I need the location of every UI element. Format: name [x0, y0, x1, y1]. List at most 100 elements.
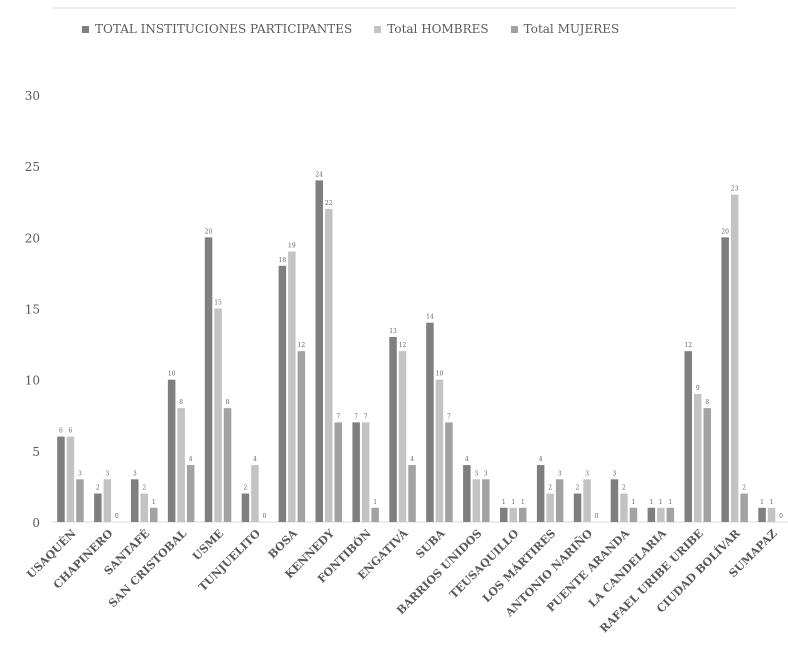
- bar: [251, 465, 259, 522]
- y-tick-label: 10: [25, 374, 40, 388]
- data-label: 10: [436, 371, 444, 378]
- bar: [371, 507, 379, 522]
- data-label: 22: [325, 200, 333, 207]
- bar: [500, 507, 508, 522]
- bar: [223, 408, 232, 522]
- bar: [703, 408, 711, 522]
- data-label: 1: [770, 499, 774, 506]
- data-label: 3: [613, 470, 617, 477]
- bar: [694, 393, 702, 522]
- data-label: 12: [298, 342, 306, 349]
- bar: [666, 507, 675, 522]
- data-label: 15: [214, 300, 222, 307]
- bar: [325, 208, 333, 522]
- data-label: 8: [226, 399, 230, 406]
- data-label: 0: [263, 513, 267, 520]
- legend-label-total-hombres: Total HOMBRES: [387, 22, 489, 36]
- data-label: 1: [373, 499, 377, 506]
- data-label: 1: [152, 499, 156, 506]
- data-label: 0: [779, 513, 783, 520]
- data-label: 2: [622, 485, 626, 492]
- data-label: 6: [59, 428, 63, 435]
- data-label: 3: [558, 470, 562, 477]
- bar: [408, 465, 416, 522]
- x-tick-label: TEUSAQUILLO: [447, 527, 522, 602]
- y-tick-label: 30: [25, 89, 40, 103]
- bar: [536, 465, 545, 522]
- data-label: 7: [336, 413, 340, 420]
- bar: [573, 493, 582, 522]
- data-label: 10: [168, 371, 176, 378]
- data-label: 4: [410, 456, 414, 463]
- legend-item-total-hombres: Total HOMBRES: [374, 22, 489, 36]
- data-label: 3: [133, 470, 137, 477]
- bar: [57, 436, 65, 522]
- bar: [610, 479, 619, 522]
- data-label: 1: [511, 499, 515, 506]
- data-label: 2: [548, 485, 552, 492]
- bar: [241, 493, 250, 522]
- bar: [482, 479, 490, 522]
- data-label: 2: [142, 485, 146, 492]
- bar: [463, 465, 471, 522]
- y-tick-label: 15: [25, 303, 40, 317]
- bar: [684, 351, 692, 522]
- data-label: 1: [502, 499, 506, 506]
- bar: [657, 507, 665, 522]
- data-label: 18: [279, 257, 287, 264]
- data-label: 2: [576, 485, 580, 492]
- data-label: 8: [705, 399, 709, 406]
- data-label: 3: [105, 470, 109, 477]
- legend-item-total-mujeres: Total MUJERES: [510, 22, 619, 36]
- data-label: 7: [354, 413, 358, 420]
- bar: [150, 507, 158, 522]
- x-tick-label: SUBA: [413, 527, 448, 562]
- data-label: 2: [244, 485, 248, 492]
- data-label: 7: [364, 413, 368, 420]
- data-label: 1: [521, 499, 525, 506]
- bar: [361, 422, 370, 522]
- data-label: 0: [595, 513, 599, 520]
- data-label: 1: [632, 499, 636, 506]
- x-tick-label: BOSA: [266, 527, 301, 562]
- data-label: 12: [399, 342, 407, 349]
- legend-label-total-instituciones: TOTAL INSTITUCIONES PARTICIPANTES: [95, 22, 353, 36]
- bar: [629, 507, 638, 522]
- bar: [297, 351, 306, 522]
- bar: [740, 493, 748, 522]
- bar: [103, 479, 112, 522]
- x-tick-label: USME: [190, 527, 226, 563]
- bar: [583, 479, 591, 522]
- bar: [472, 479, 481, 522]
- bar: [278, 265, 287, 522]
- legend-swatch-total-hombres: [374, 25, 382, 33]
- bar: [186, 465, 195, 522]
- bar: [519, 507, 527, 522]
- legend-swatch-total-instituciones: [82, 25, 89, 33]
- data-label: 7: [447, 413, 451, 420]
- data-label: 3: [474, 470, 478, 477]
- data-label: 19: [288, 243, 296, 250]
- bar: [509, 507, 517, 522]
- bar: [647, 507, 656, 522]
- bar: [204, 237, 213, 523]
- bar: [140, 493, 148, 522]
- y-tick-label: 25: [25, 160, 40, 174]
- data-label: 20: [205, 228, 213, 235]
- bar: [620, 493, 628, 522]
- data-label: 14: [426, 314, 434, 321]
- bar: [177, 408, 185, 522]
- bar: [315, 180, 323, 522]
- data-label: 4: [189, 456, 193, 463]
- data-label: 4: [539, 456, 543, 463]
- bar: [721, 237, 729, 523]
- bar: [66, 436, 75, 522]
- data-label: 1: [659, 499, 663, 506]
- y-tick-label: 0: [32, 516, 40, 530]
- data-label: 9: [696, 385, 700, 392]
- data-label: 2: [742, 485, 746, 492]
- bar: [426, 322, 434, 522]
- data-label: 0: [115, 513, 119, 520]
